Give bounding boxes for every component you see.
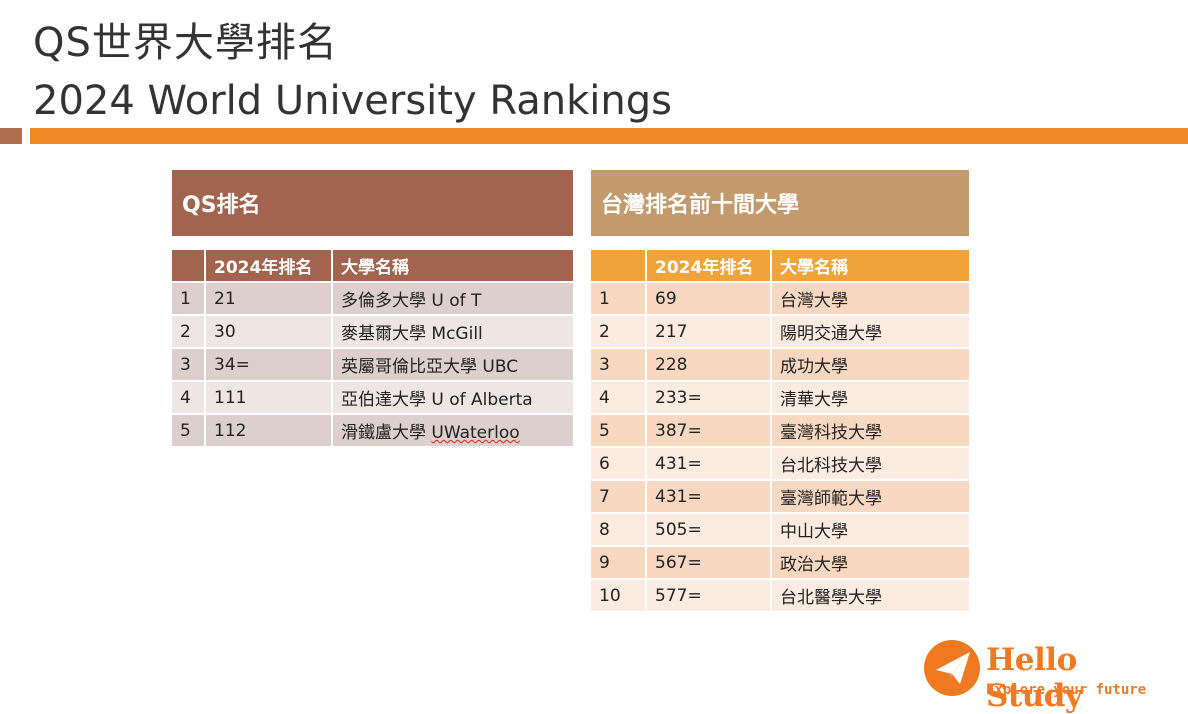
brand-tagline: Explore your future bbox=[986, 682, 1147, 698]
row-rank: 431= bbox=[647, 448, 772, 481]
row-university: 成功大學 bbox=[772, 349, 971, 382]
row-university: 政治大學 bbox=[772, 547, 971, 580]
row-university: 臺灣師範大學 bbox=[772, 481, 971, 514]
row-index: 8 bbox=[591, 514, 647, 547]
row-index: 2 bbox=[172, 316, 206, 349]
table-row: 4 111 亞伯達大學 U of Alberta bbox=[172, 382, 575, 415]
table-row: 4 233= 清華大學 bbox=[591, 382, 971, 415]
row-university: 台北醫學大學 bbox=[772, 580, 971, 613]
row-rank: 34= bbox=[206, 349, 333, 382]
table-row: 2 217 陽明交通大學 bbox=[591, 316, 971, 349]
spellcheck-flagged-word: UWaterloo bbox=[431, 423, 520, 443]
table-row: 2 30 麥基爾大學 McGill bbox=[172, 316, 575, 349]
row-rank: 69 bbox=[647, 283, 772, 316]
table-row: 5 387= 臺灣科技大學 bbox=[591, 415, 971, 448]
row-rank: 111 bbox=[206, 382, 333, 415]
taiwan-rankings-table: 2024年排名 大學名稱 1 69 台灣大學 2 217 陽明交通大學 3 22… bbox=[591, 250, 971, 613]
rank-header: 2024年排名 bbox=[206, 250, 333, 283]
name-header: 大學名稱 bbox=[772, 250, 971, 283]
row-index: 6 bbox=[591, 448, 647, 481]
row-rank: 505= bbox=[647, 514, 772, 547]
row-university: 臺灣科技大學 bbox=[772, 415, 971, 448]
row-rank: 112 bbox=[206, 415, 333, 448]
qs-panel-heading: QS排名 bbox=[172, 170, 573, 236]
table-row: 3 228 成功大學 bbox=[591, 349, 971, 382]
canada-rankings-table: 2024年排名 大學名稱 1 21 多倫多大學 U of T 2 30 麥基爾大… bbox=[172, 250, 575, 448]
row-index: 5 bbox=[591, 415, 647, 448]
row-index: 5 bbox=[172, 415, 206, 448]
row-index: 4 bbox=[591, 382, 647, 415]
table-row: 5 112 滑鐵盧大學 UWaterloo bbox=[172, 415, 575, 448]
row-rank: 233= bbox=[647, 382, 772, 415]
page-subtitle: 2024 World University Rankings bbox=[33, 78, 672, 124]
row-rank: 217 bbox=[647, 316, 772, 349]
table-row: 10 577= 台北醫學大學 bbox=[591, 580, 971, 613]
row-rank: 387= bbox=[647, 415, 772, 448]
table-row: 8 505= 中山大學 bbox=[591, 514, 971, 547]
row-rank: 567= bbox=[647, 547, 772, 580]
table-row: 9 567= 政治大學 bbox=[591, 547, 971, 580]
row-university: 多倫多大學 U of T bbox=[333, 283, 575, 316]
row-university: 麥基爾大學 McGill bbox=[333, 316, 575, 349]
row-university: 滑鐵盧大學 UWaterloo bbox=[333, 415, 575, 448]
row-index: 4 bbox=[172, 382, 206, 415]
title-rule-square bbox=[0, 128, 22, 144]
row-university: 英屬哥倫比亞大學 UBC bbox=[333, 349, 575, 382]
brand-name: Hello Study bbox=[986, 642, 1083, 714]
row-index: 2 bbox=[591, 316, 647, 349]
title-rule-line bbox=[30, 128, 1188, 144]
hello-study-logo: Hello Study Explore your future bbox=[922, 638, 1182, 714]
table-row: 1 21 多倫多大學 U of T bbox=[172, 283, 575, 316]
row-index: 10 bbox=[591, 580, 647, 613]
university-name-zh: 滑鐵盧大學 bbox=[341, 423, 432, 443]
table-row: 6 431= 台北科技大學 bbox=[591, 448, 971, 481]
index-header bbox=[591, 250, 647, 283]
taiwan-panel-heading: 台灣排名前十間大學 bbox=[591, 170, 969, 236]
table-header-row: 2024年排名 大學名稱 bbox=[591, 250, 971, 283]
table-row: 7 431= 臺灣師範大學 bbox=[591, 481, 971, 514]
paper-plane-icon bbox=[924, 640, 980, 696]
row-rank: 577= bbox=[647, 580, 772, 613]
row-university: 台灣大學 bbox=[772, 283, 971, 316]
row-rank: 21 bbox=[206, 283, 333, 316]
row-rank: 30 bbox=[206, 316, 333, 349]
row-rank: 431= bbox=[647, 481, 772, 514]
table-row: 3 34= 英屬哥倫比亞大學 UBC bbox=[172, 349, 575, 382]
row-university: 亞伯達大學 U of Alberta bbox=[333, 382, 575, 415]
row-index: 7 bbox=[591, 481, 647, 514]
row-university: 清華大學 bbox=[772, 382, 971, 415]
page-title: QS世界大學排名 bbox=[33, 20, 338, 66]
row-rank: 228 bbox=[647, 349, 772, 382]
row-university: 台北科技大學 bbox=[772, 448, 971, 481]
row-index: 1 bbox=[172, 283, 206, 316]
row-university: 陽明交通大學 bbox=[772, 316, 971, 349]
row-university: 中山大學 bbox=[772, 514, 971, 547]
row-index: 1 bbox=[591, 283, 647, 316]
rank-header: 2024年排名 bbox=[647, 250, 772, 283]
row-index: 9 bbox=[591, 547, 647, 580]
name-header: 大學名稱 bbox=[333, 250, 575, 283]
index-header bbox=[172, 250, 206, 283]
table-row: 1 69 台灣大學 bbox=[591, 283, 971, 316]
row-index: 3 bbox=[172, 349, 206, 382]
table-header-row: 2024年排名 大學名稱 bbox=[172, 250, 575, 283]
row-index: 3 bbox=[591, 349, 647, 382]
